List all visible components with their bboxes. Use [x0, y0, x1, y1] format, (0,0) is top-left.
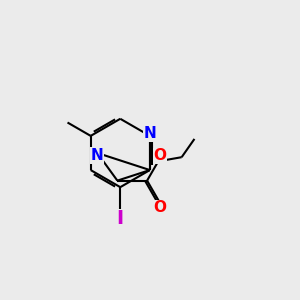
Text: O: O — [153, 200, 166, 215]
Text: O: O — [153, 148, 166, 164]
Text: N: N — [91, 148, 104, 163]
Text: N: N — [143, 126, 156, 141]
Text: I: I — [117, 209, 124, 229]
